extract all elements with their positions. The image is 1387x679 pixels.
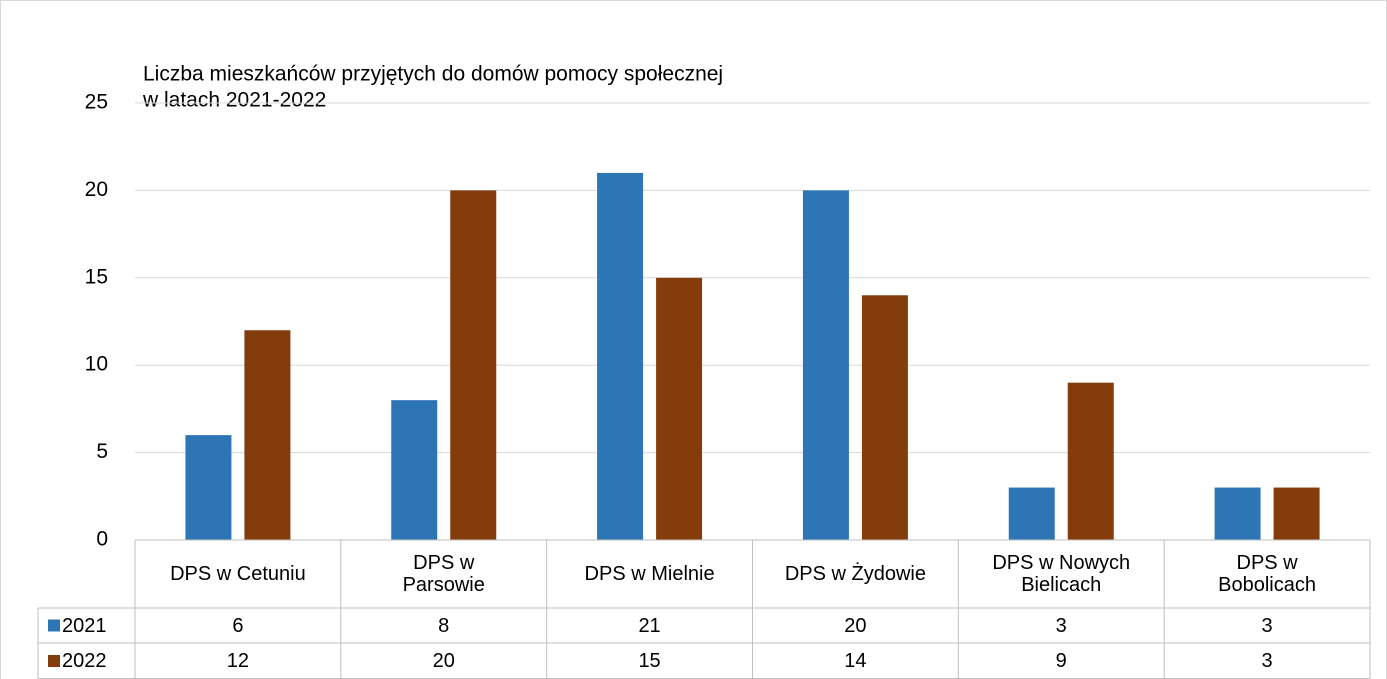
chart-title: w latach 2021-2022 (142, 89, 326, 112)
legend-key (48, 619, 60, 632)
y-tick-label: 25 (85, 91, 108, 114)
table-value-text: 15 (638, 650, 661, 672)
x-tick-label-text: DPS w Nowych Bielicach (992, 552, 1131, 596)
table-value-text: 20 (432, 650, 455, 672)
legend-label: 2021 (62, 608, 132, 643)
table-value: 3 (1164, 643, 1370, 679)
bar (802, 190, 849, 540)
bar (185, 435, 232, 540)
table-value-text: 12 (226, 650, 250, 672)
bar (861, 295, 908, 540)
legend-label-text: 2022 (62, 650, 107, 672)
x-tick-label-text: DPS w Parsowie (402, 552, 485, 596)
table-value-text: 3 (1055, 614, 1067, 637)
table-value-text: 8 (438, 614, 450, 637)
table-value-text: 21 (638, 614, 661, 637)
table-value: 21 (547, 608, 753, 643)
chart-title: Liczba mieszkańców przyjętych do domów p… (143, 63, 723, 86)
x-tick-label-text: DPS w Mielnie (584, 563, 715, 585)
bar (450, 190, 497, 540)
table-value-text: 3 (1261, 614, 1273, 637)
table-value: 9 (958, 643, 1164, 679)
x-tick-label: DPS w Bobolicach (1164, 540, 1370, 608)
legend-label: 2022 (62, 643, 132, 679)
table-value-text: 20 (844, 614, 867, 637)
table-value: 20 (753, 608, 959, 643)
table-value-text: 6 (232, 614, 244, 637)
bar (391, 400, 438, 540)
legend-key (48, 655, 60, 667)
bar (1273, 487, 1320, 540)
bar (1008, 487, 1055, 540)
table-value: 20 (341, 643, 547, 679)
table-value-text: 14 (844, 650, 867, 672)
table-value: 8 (341, 608, 547, 643)
x-tick-label: DPS w Żydowie (753, 540, 959, 608)
table-value: 6 (135, 608, 341, 643)
bar (1214, 487, 1261, 540)
bar (597, 172, 644, 541)
x-tick-label: DPS w Cetuniu (135, 540, 341, 608)
x-tick-label-text: DPS w Cetuniu (170, 563, 306, 585)
y-tick-label: 0 (96, 528, 108, 551)
bar (1067, 382, 1114, 540)
table-value-text: 9 (1055, 650, 1067, 672)
table-value: 3 (1164, 608, 1370, 643)
bar (244, 330, 291, 540)
table-value: 3 (958, 608, 1164, 643)
x-tick-label-text: DPS w Bobolicach (1218, 552, 1316, 596)
y-tick-label: 15 (85, 265, 108, 288)
table-value: 15 (547, 643, 753, 679)
table-value: 14 (753, 643, 959, 679)
y-tick-label: 10 (85, 353, 108, 376)
x-tick-label: DPS w Mielnie (547, 540, 753, 608)
y-tick-label: 20 (85, 178, 108, 201)
x-tick-label-text: DPS w Żydowie (784, 563, 926, 585)
legend-label-text: 2021 (62, 614, 107, 637)
x-tick-label: DPS w Nowych Bielicach (958, 540, 1164, 608)
bar (656, 277, 703, 540)
y-tick-label: 5 (96, 440, 108, 463)
x-tick-label: DPS w Parsowie (341, 540, 547, 608)
table-value: 12 (135, 643, 341, 679)
table-value-text: 3 (1261, 650, 1273, 672)
